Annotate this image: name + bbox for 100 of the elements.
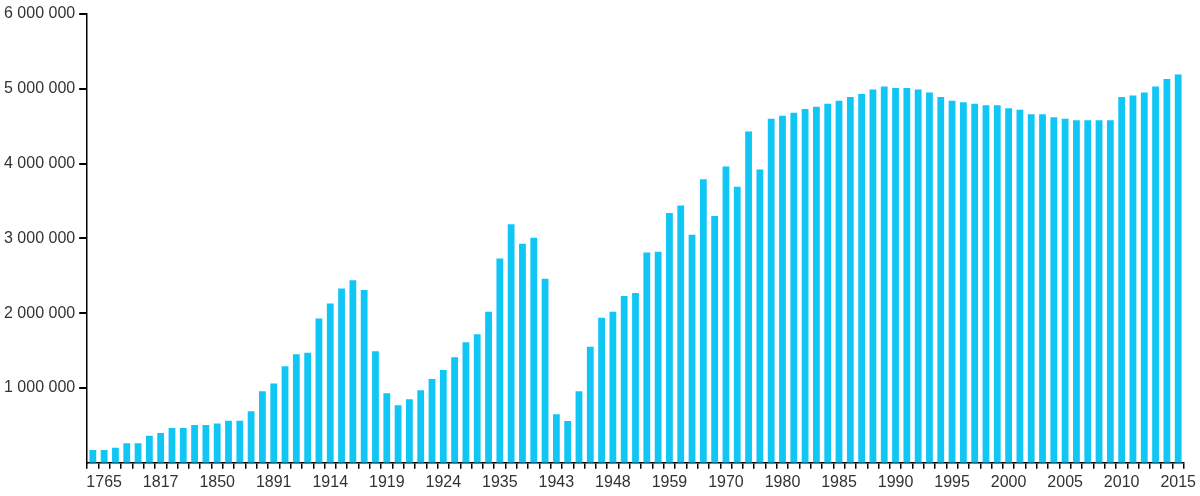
bar [157,432,165,463]
x-tick-label: 2005 [1047,472,1084,490]
x-tick-label: 1765 [86,472,123,490]
bar [1084,120,1092,463]
bar [1005,108,1012,463]
bar [903,88,911,463]
bar [1118,97,1126,463]
bar [733,186,741,463]
x-tick-label: 2010 [1103,472,1140,490]
x-tick-label: 1948 [595,472,631,490]
bar [790,112,798,463]
bar [485,311,492,463]
bar [598,317,605,463]
bar [439,370,447,463]
bar [372,351,379,463]
x-tick-label: 1935 [482,472,518,490]
bar [620,296,628,463]
bar [699,179,707,463]
bar [756,169,764,463]
bar [937,97,945,463]
bar [654,251,662,463]
y-tick-label: 6 000 000 [3,4,76,22]
x-tick-label: 1970 [708,472,744,490]
bar [914,89,922,463]
x-tick-label: 1891 [255,472,292,490]
x-tick-label: 1924 [425,472,462,490]
bar [552,414,560,463]
bar [191,425,198,463]
bar [745,131,752,463]
bar [1039,114,1046,463]
bar [666,212,673,463]
bar [360,290,368,463]
bar [586,346,594,463]
bar [1174,74,1182,463]
bar [530,237,538,463]
bar [507,224,515,463]
x-tick-label: 1985 [821,472,857,490]
bar [846,97,854,463]
bar [971,103,979,463]
bar [145,435,153,463]
bar [202,425,210,463]
x-tick-label: 1980 [764,472,801,490]
y-tick-label: 3 000 000 [3,228,76,246]
bar [959,102,967,463]
bar [326,303,334,463]
bar [225,420,232,463]
x-tick-label: 1817 [142,472,179,490]
bar [259,391,266,463]
bar [349,280,357,463]
bar [270,383,278,463]
bar [304,352,312,463]
bar [179,428,187,463]
bar [767,118,775,463]
bar [338,288,345,463]
x-tick-label: 1959 [651,472,688,490]
bar [926,92,933,463]
y-tick-label: 1 000 000 [3,378,76,396]
bar [383,393,391,463]
bar [711,215,719,463]
x-tick-label: 1919 [368,472,405,490]
bar [236,420,244,463]
bar [1061,118,1069,463]
y-tick-label: 4 000 000 [3,154,76,172]
bar [677,205,685,463]
bar [779,115,786,463]
bar [473,334,481,463]
bar [564,420,572,463]
x-tick-label: 1995 [934,472,970,490]
y-tick-label: 5 000 000 [3,79,76,97]
bar [100,450,108,463]
bar [1073,120,1080,463]
bar [1152,86,1159,463]
bar [1140,92,1148,463]
x-tick-label: 1850 [199,472,236,490]
x-tick-label: 1943 [538,472,575,490]
bar [1050,117,1058,463]
bar [247,411,255,463]
bar [880,86,888,463]
bar [112,447,119,463]
bar [89,450,97,463]
bar [519,243,526,463]
bar [417,390,425,463]
x-tick-label: 1990 [877,472,914,490]
bar [1106,120,1114,463]
bar [496,258,504,463]
x-tick-label: 1914 [312,472,349,490]
y-tick-label: 2 000 000 [3,303,76,321]
bar [643,252,651,463]
bar [993,105,1001,463]
bar [1163,79,1171,463]
bar [892,88,899,463]
bar [813,106,820,463]
bar [406,399,413,463]
bar [824,103,832,463]
bar [123,443,131,463]
bar [1027,114,1035,463]
x-tick-label: 2015 [1160,472,1197,490]
bar [213,423,221,463]
bar [632,293,639,463]
bar [292,354,300,463]
